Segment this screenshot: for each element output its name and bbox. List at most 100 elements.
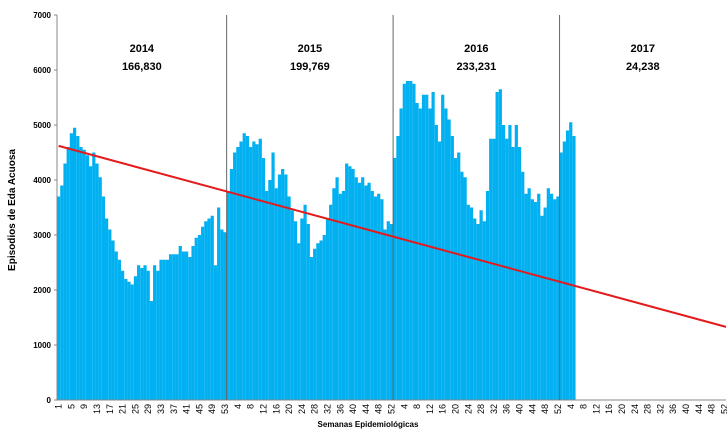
bar xyxy=(121,270,125,400)
y-axis-title: Episodios de Eda Acuosa xyxy=(7,149,18,271)
bar xyxy=(271,152,275,400)
bar xyxy=(393,158,397,400)
y-tick-label: 3000 xyxy=(33,231,51,240)
bar xyxy=(341,191,346,400)
x-tick-label: 9 xyxy=(79,404,89,409)
x-tick-label: 53 xyxy=(220,404,230,414)
x-tick-label: 13 xyxy=(92,404,102,414)
bar xyxy=(290,210,294,400)
bar xyxy=(533,202,538,400)
x-tick-label: 4 xyxy=(566,404,576,409)
bar xyxy=(146,270,150,400)
bar xyxy=(402,83,406,400)
bar xyxy=(130,284,134,400)
bar xyxy=(508,125,512,400)
x-tick-label: 32 xyxy=(655,404,665,414)
bar xyxy=(517,147,522,400)
bar xyxy=(117,259,122,400)
bar xyxy=(105,218,109,400)
x-tick-label: 8 xyxy=(246,404,256,409)
x-tick-label: 28 xyxy=(476,404,486,414)
period-total: 24,238 xyxy=(626,61,660,73)
bar xyxy=(559,152,563,400)
x-tick-label: 40 xyxy=(348,404,358,414)
bar xyxy=(377,193,381,400)
bar xyxy=(399,108,403,400)
bar xyxy=(565,130,570,400)
x-tick-label: 24 xyxy=(630,404,640,414)
bar xyxy=(447,119,451,400)
bar xyxy=(351,169,355,400)
bar xyxy=(210,215,214,400)
bar xyxy=(85,155,90,400)
x-tick-label: 12 xyxy=(258,404,268,414)
bar xyxy=(370,191,374,400)
x-tick-label: 8 xyxy=(579,404,589,409)
bar xyxy=(396,136,400,400)
bar xyxy=(386,221,390,400)
x-tick-label: 20 xyxy=(617,404,627,414)
bar xyxy=(159,259,163,400)
bar xyxy=(485,191,490,400)
bar xyxy=(156,270,160,400)
x-tick-label: 4 xyxy=(233,404,243,409)
bar xyxy=(92,152,96,400)
bar xyxy=(287,196,291,400)
bar xyxy=(546,188,550,400)
bar xyxy=(165,259,170,400)
bar xyxy=(249,147,253,400)
bar xyxy=(153,265,157,400)
bar xyxy=(361,177,365,400)
x-tick-label: 44 xyxy=(527,404,537,414)
y-tick-label: 6000 xyxy=(33,66,51,75)
bar xyxy=(521,171,525,400)
x-tick-label: 36 xyxy=(502,404,512,414)
bar xyxy=(95,163,99,400)
x-tick-label: 36 xyxy=(668,404,678,414)
bar xyxy=(79,147,83,400)
bar xyxy=(63,163,67,400)
bar xyxy=(383,229,387,400)
bar xyxy=(293,221,298,400)
x-tick-label: 5 xyxy=(66,404,76,409)
bar xyxy=(137,265,141,400)
bar xyxy=(444,108,448,400)
bar xyxy=(252,141,256,400)
x-tick-label: 28 xyxy=(310,404,320,414)
period-label: 2015 xyxy=(298,43,322,55)
bar xyxy=(277,174,282,400)
bar xyxy=(309,257,314,400)
bar xyxy=(73,127,77,400)
y-tick-label: 2000 xyxy=(33,286,51,295)
bar xyxy=(524,193,528,400)
bar xyxy=(482,221,486,400)
x-axis-title: Semanas Epidemiológicas xyxy=(318,420,419,429)
bar xyxy=(226,191,230,400)
x-tick-label: 12 xyxy=(425,404,435,414)
bar xyxy=(162,259,166,400)
bar xyxy=(89,166,93,400)
bar xyxy=(197,235,202,400)
bar xyxy=(498,89,502,400)
period-label: 2016 xyxy=(464,43,488,55)
bar xyxy=(175,254,179,400)
bar xyxy=(69,133,74,400)
x-tick-label: 21 xyxy=(118,404,128,414)
bar xyxy=(268,180,272,400)
bar xyxy=(217,207,221,400)
bar xyxy=(457,152,461,400)
bar xyxy=(149,301,154,400)
bar xyxy=(124,279,128,400)
x-tick-label: 16 xyxy=(438,404,448,414)
x-tick-label: 36 xyxy=(335,404,345,414)
x-tick-label: 20 xyxy=(451,404,461,414)
x-tick-label: 24 xyxy=(463,404,473,414)
bar xyxy=(556,196,560,400)
y-tick-label: 4000 xyxy=(33,176,51,185)
bar xyxy=(425,94,429,400)
bar xyxy=(213,265,218,400)
bar xyxy=(76,136,80,400)
x-tick-label: 20 xyxy=(284,404,294,414)
x-tick-label: 17 xyxy=(105,404,115,414)
bar xyxy=(201,226,205,400)
